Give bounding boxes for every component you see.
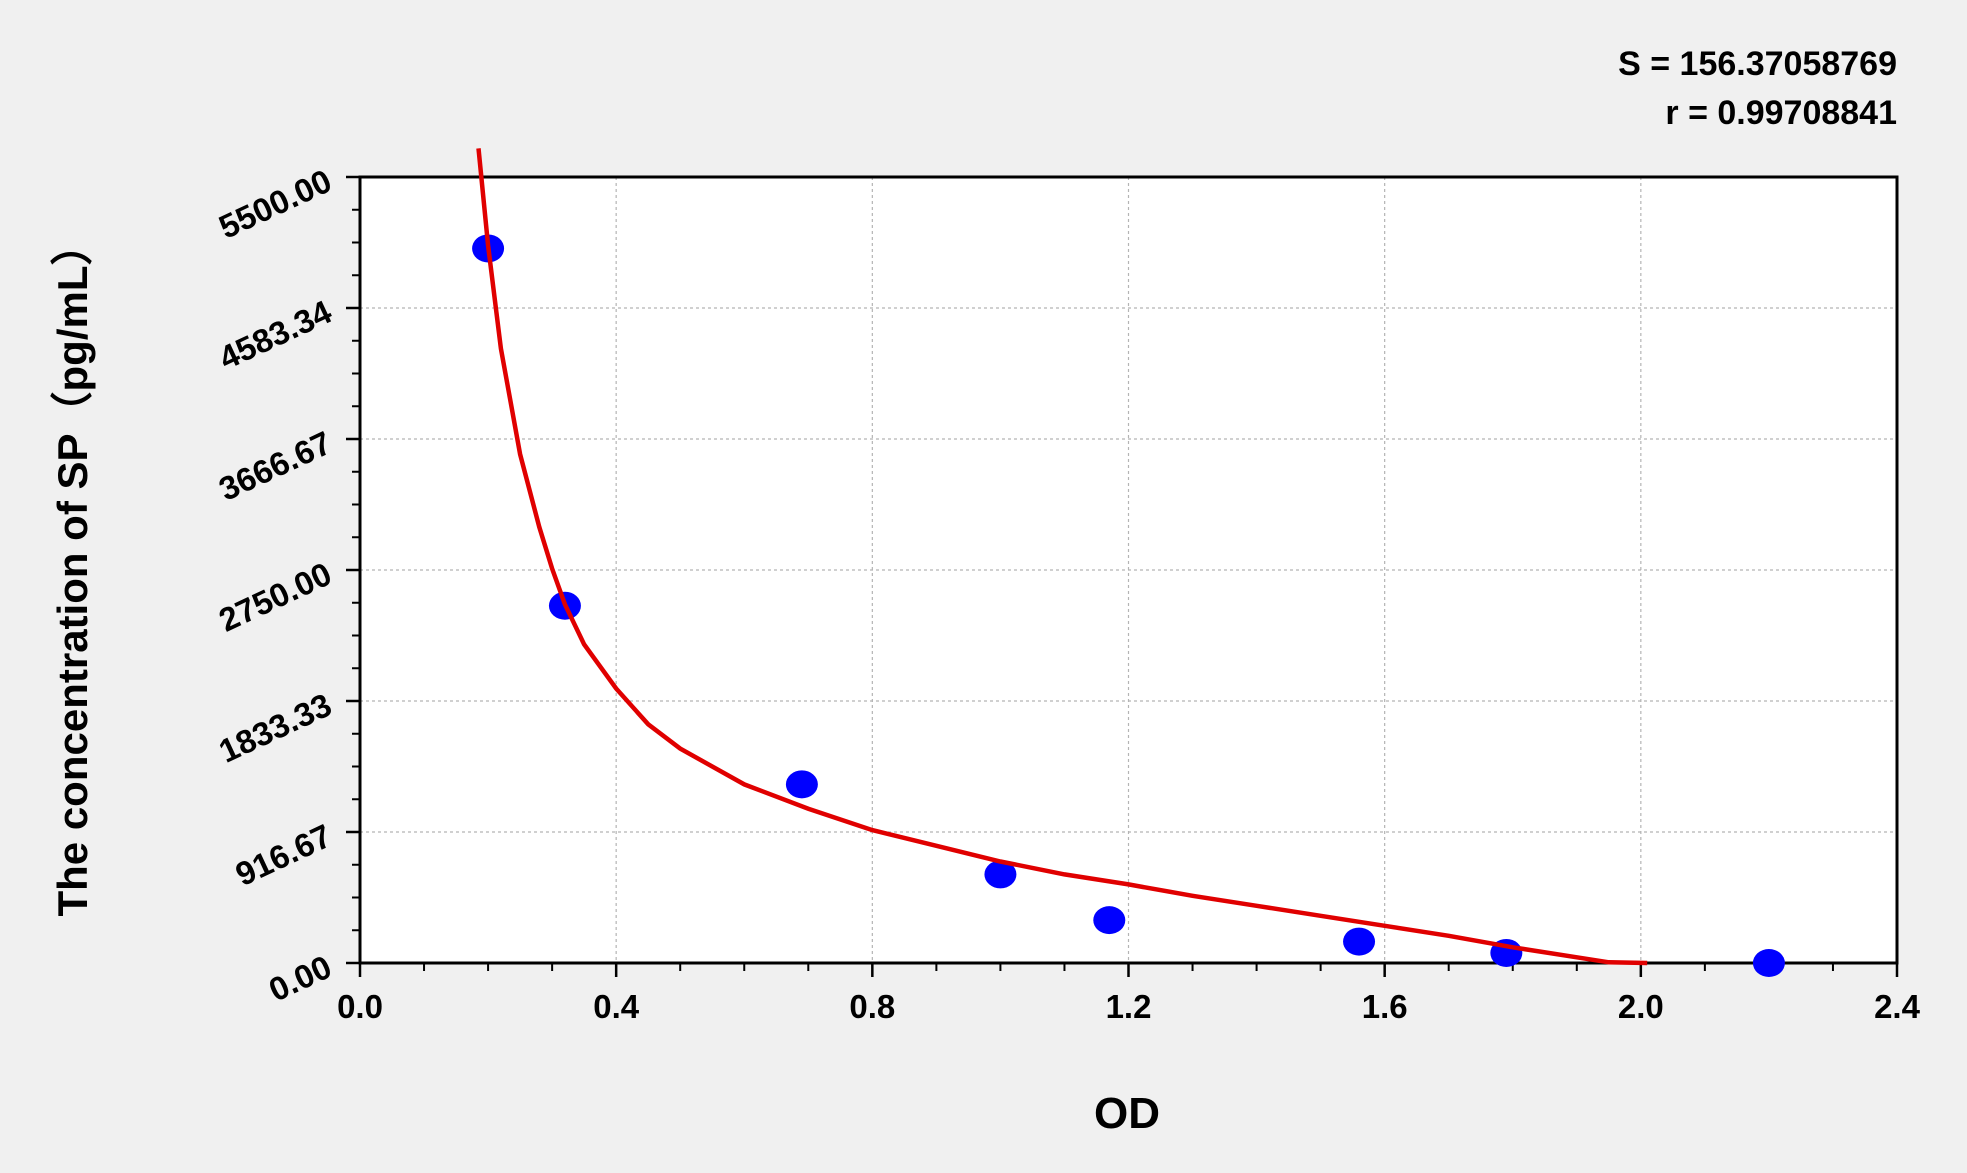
y-tick-label: 5500.00: [213, 162, 337, 246]
y-tick-labels: 0.00 916.67 1833.33 2750.00 3666.67 4583.34 55…: [213, 162, 337, 1009]
x-axis-title: OD: [1094, 1089, 1160, 1138]
y-tick-label: 1833.33: [213, 686, 337, 770]
plot-frame: [358, 175, 1899, 965]
y-axis-title: The concentration of SP（pg/mL）: [49, 223, 96, 916]
y-tick-label: 916.67: [230, 817, 337, 893]
x-tick-label: 2.0: [1618, 988, 1664, 1025]
fit-curve: [476, 148, 1648, 966]
x-tick-label: 0.8: [849, 988, 895, 1025]
data-point: [1752, 949, 1785, 977]
stat-s: S = 156.37058769: [1618, 45, 1897, 83]
data-point: [1343, 927, 1376, 956]
y-tick-label: 4583.34: [213, 293, 337, 377]
data-point: [785, 770, 818, 799]
x-tick-label: 1.6: [1362, 988, 1408, 1025]
grid: [360, 177, 1897, 963]
data-point: [984, 860, 1017, 889]
x-tick-label: 0.4: [593, 988, 640, 1025]
y-tick-label: 2750.00: [213, 555, 337, 639]
x-tick-labels: 0.0 0.4 0.8 1.2 1.6 2.0 2.4: [337, 988, 1921, 1025]
x-tick-label: 1.2: [1106, 988, 1152, 1025]
x-tick-label: 0.0: [337, 988, 383, 1025]
y-tick-label: 0.00: [263, 948, 337, 1009]
x-tick-label: 2.4: [1874, 988, 1921, 1025]
y-tick-label: 3666.67: [213, 424, 337, 508]
stat-r: r = 0.99708841: [1665, 94, 1897, 132]
data-point: [1093, 906, 1126, 935]
